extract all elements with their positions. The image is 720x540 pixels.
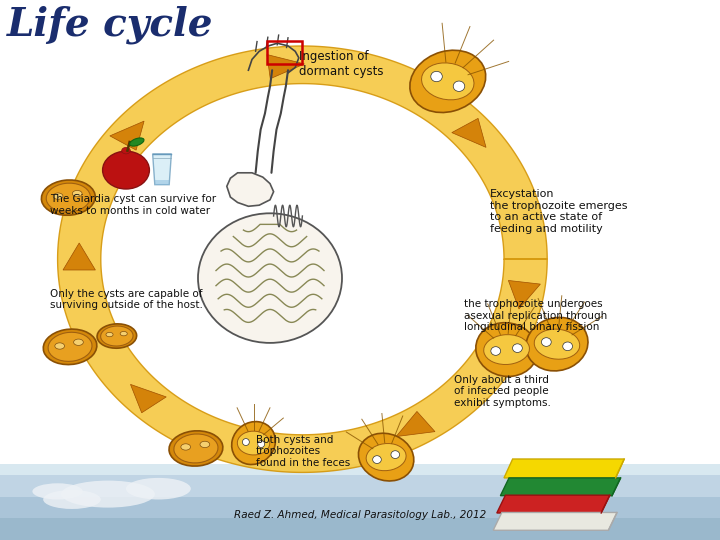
Ellipse shape xyxy=(73,339,84,346)
Polygon shape xyxy=(0,464,720,475)
Ellipse shape xyxy=(534,329,580,359)
Ellipse shape xyxy=(359,433,414,481)
Ellipse shape xyxy=(130,138,144,146)
Ellipse shape xyxy=(97,324,137,348)
Ellipse shape xyxy=(238,431,270,455)
Ellipse shape xyxy=(169,431,222,466)
Polygon shape xyxy=(396,411,435,436)
Text: Raed Z. Ahmed, Medical Parasitology Lab., 2012: Raed Z. Ahmed, Medical Parasitology Lab.… xyxy=(234,510,486,519)
Ellipse shape xyxy=(431,71,442,82)
Ellipse shape xyxy=(43,490,101,509)
Polygon shape xyxy=(130,384,166,413)
Ellipse shape xyxy=(53,193,63,199)
Ellipse shape xyxy=(32,483,83,500)
Ellipse shape xyxy=(484,335,529,365)
Ellipse shape xyxy=(391,451,400,458)
Ellipse shape xyxy=(122,147,130,154)
Text: Only the cysts are capable of
surviving outside of the host.: Only the cysts are capable of surviving … xyxy=(50,289,203,310)
Ellipse shape xyxy=(421,63,474,100)
Ellipse shape xyxy=(453,81,464,91)
Text: Only about a third
of infected people
exhibit symptoms.: Only about a third of infected people ex… xyxy=(454,375,551,408)
Ellipse shape xyxy=(476,323,537,376)
Text: Excystation
the trophozoite emerges
to an active state of
feeding and motility: Excystation the trophozoite emerges to a… xyxy=(490,189,627,234)
Text: Life cycle: Life cycle xyxy=(7,5,214,44)
Ellipse shape xyxy=(55,343,65,349)
Polygon shape xyxy=(497,495,610,513)
Polygon shape xyxy=(63,243,95,270)
Ellipse shape xyxy=(126,478,191,500)
Ellipse shape xyxy=(541,338,552,346)
Ellipse shape xyxy=(563,342,572,350)
Ellipse shape xyxy=(373,456,382,463)
Ellipse shape xyxy=(181,444,191,450)
Ellipse shape xyxy=(106,333,113,337)
Ellipse shape xyxy=(526,318,588,371)
Ellipse shape xyxy=(72,191,82,197)
Polygon shape xyxy=(493,512,617,530)
Polygon shape xyxy=(153,154,171,185)
Polygon shape xyxy=(0,497,720,518)
Ellipse shape xyxy=(243,438,249,445)
Text: The Giardia cyst can survive for
weeks to months in cold water: The Giardia cyst can survive for weeks t… xyxy=(50,194,217,216)
Polygon shape xyxy=(500,478,621,496)
Ellipse shape xyxy=(174,434,218,463)
Polygon shape xyxy=(0,475,720,497)
Ellipse shape xyxy=(410,50,486,112)
Ellipse shape xyxy=(491,347,500,355)
Polygon shape xyxy=(504,459,624,478)
Polygon shape xyxy=(267,55,305,79)
Text: Ingestion of
dormant cysts: Ingestion of dormant cysts xyxy=(299,50,383,78)
Polygon shape xyxy=(227,173,274,206)
Text: the trophozoite undergoes
asexual replication through
longitudinal binary fissio: the trophozoite undergoes asexual replic… xyxy=(464,299,608,333)
Ellipse shape xyxy=(43,329,96,365)
Polygon shape xyxy=(452,118,486,147)
Ellipse shape xyxy=(366,443,406,471)
Polygon shape xyxy=(0,0,720,464)
Polygon shape xyxy=(110,121,144,150)
Ellipse shape xyxy=(46,183,90,212)
Text: Both cysts and
trophozoites
found in the feces: Both cysts and trophozoites found in the… xyxy=(256,435,350,468)
Ellipse shape xyxy=(200,441,210,448)
Bar xyxy=(267,41,302,64)
Ellipse shape xyxy=(513,344,522,353)
Ellipse shape xyxy=(232,422,275,464)
Ellipse shape xyxy=(198,213,342,343)
Polygon shape xyxy=(155,180,169,185)
Ellipse shape xyxy=(102,151,150,189)
Polygon shape xyxy=(508,280,541,309)
Ellipse shape xyxy=(41,180,95,215)
Ellipse shape xyxy=(48,332,92,361)
Ellipse shape xyxy=(61,481,155,508)
Polygon shape xyxy=(0,518,720,540)
Ellipse shape xyxy=(101,326,133,346)
Polygon shape xyxy=(58,46,547,472)
Ellipse shape xyxy=(120,332,127,336)
Ellipse shape xyxy=(258,441,265,448)
